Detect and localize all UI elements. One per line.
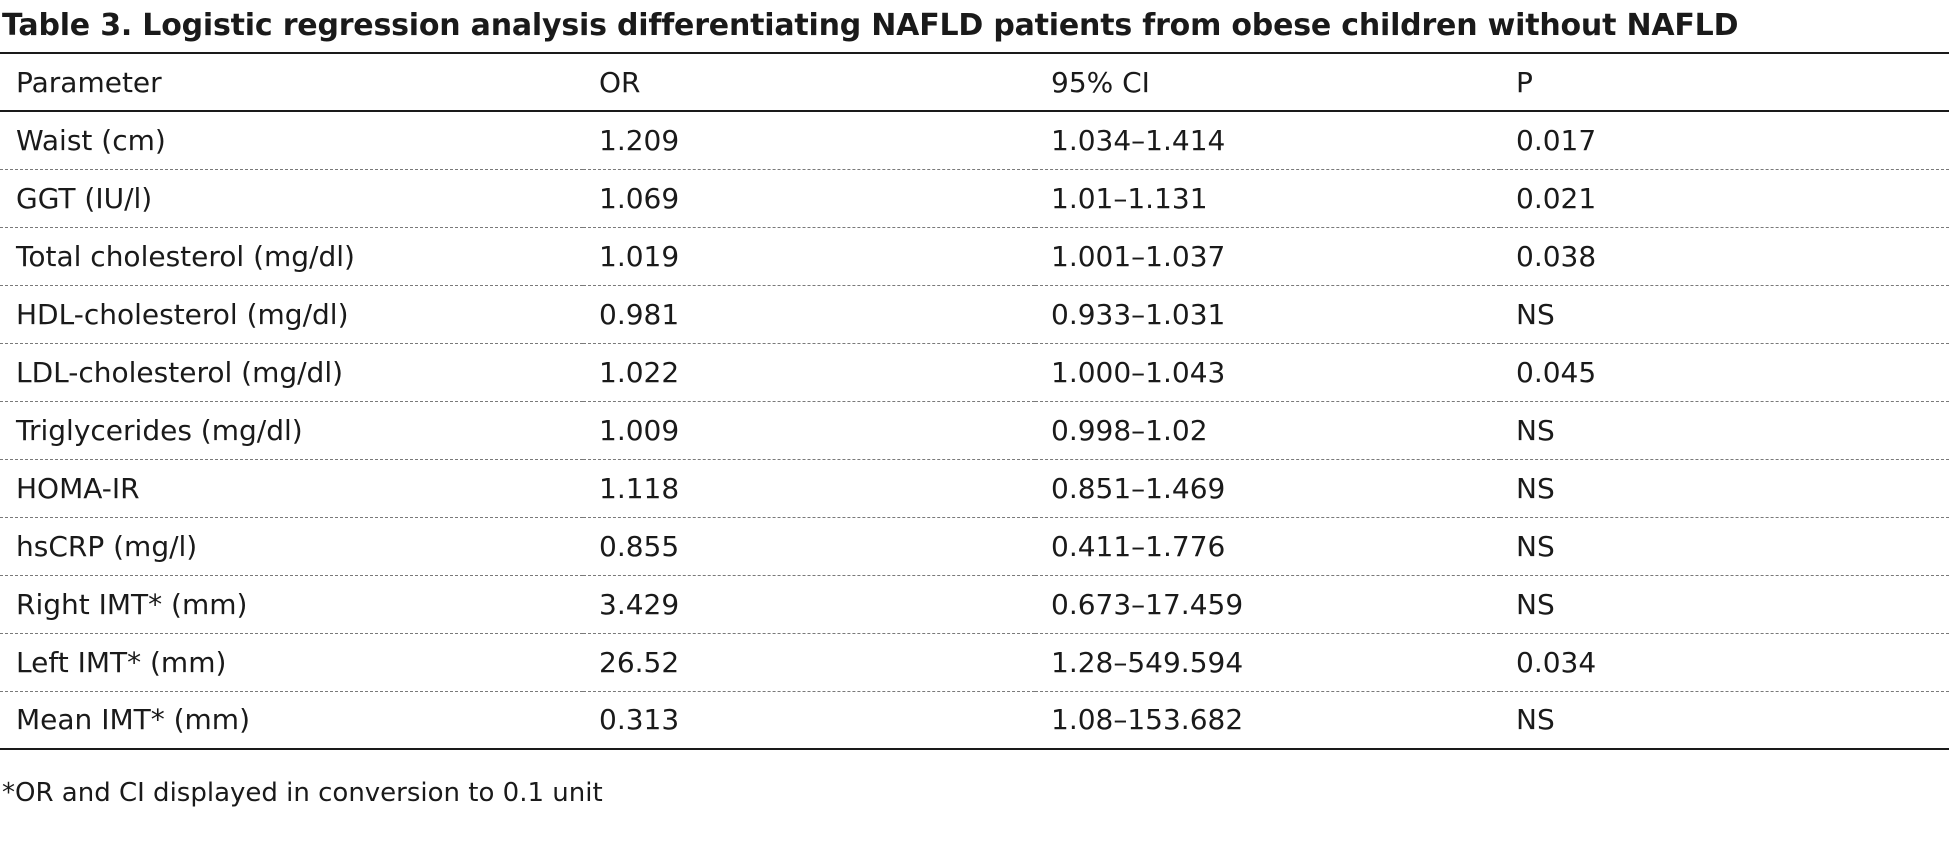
cell-or: 0.981: [599, 297, 680, 331]
cell-or: 0.855: [599, 529, 680, 563]
cell-p: 0.017: [1516, 123, 1597, 157]
cell-or: 1.019: [599, 239, 680, 273]
cell-or: 1.069: [599, 181, 680, 215]
cell-ci: 0.998–1.02: [1051, 413, 1208, 447]
regression-table: Parameter OR 95% CI P Waist (cm) 1.209 1…: [0, 52, 1949, 750]
cell-ci: 1.034–1.414: [1051, 123, 1226, 157]
cell-or: 0.313: [599, 703, 680, 737]
cell-p: 0.045: [1516, 355, 1597, 389]
table-footnote: *OR and CI displayed in conversion to 0.…: [2, 778, 603, 808]
header-ci: 95% CI: [1051, 65, 1150, 99]
cell-or: 1.009: [599, 413, 680, 447]
cell-p: NS: [1516, 703, 1555, 737]
table-row: Mean IMT* (mm) 0.313 1.08–153.682 NS: [0, 691, 1949, 749]
cell-p: 0.034: [1516, 645, 1597, 679]
header-row: Parameter OR 95% CI P: [0, 53, 1949, 111]
cell-parameter: GGT (IU/l): [16, 181, 153, 215]
table-row: Total cholesterol (mg/dl) 1.019 1.001–1.…: [0, 227, 1949, 285]
header-or: OR: [599, 65, 641, 99]
header-p: P: [1516, 65, 1533, 99]
table-row: Waist (cm) 1.209 1.034–1.414 0.017: [0, 111, 1949, 169]
cell-p: NS: [1516, 297, 1555, 331]
cell-p: NS: [1516, 529, 1555, 563]
cell-parameter: Total cholesterol (mg/dl): [16, 239, 355, 273]
cell-parameter: LDL-cholesterol (mg/dl): [16, 355, 344, 389]
cell-p: 0.038: [1516, 239, 1597, 273]
cell-parameter: Right IMT* (mm): [16, 587, 248, 621]
cell-parameter: HDL-cholesterol (mg/dl): [16, 297, 349, 331]
cell-p: NS: [1516, 413, 1555, 447]
table-row: HOMA-IR 1.118 0.851–1.469 NS: [0, 459, 1949, 517]
cell-ci: 1.28–549.594: [1051, 645, 1244, 679]
table-row: GGT (IU/l) 1.069 1.01–1.131 0.021: [0, 169, 1949, 227]
header-parameter: Parameter: [16, 65, 162, 99]
cell-parameter: HOMA-IR: [16, 471, 140, 505]
cell-ci: 1.000–1.043: [1051, 355, 1226, 389]
regression-table-figure: Table 3. Logistic regression analysis di…: [0, 8, 1949, 750]
cell-ci: 0.411–1.776: [1051, 529, 1226, 563]
table-row: hsCRP (mg/l) 0.855 0.411–1.776 NS: [0, 517, 1949, 575]
cell-ci: 0.933–1.031: [1051, 297, 1226, 331]
table-row: LDL-cholesterol (mg/dl) 1.022 1.000–1.04…: [0, 343, 1949, 401]
cell-parameter: Mean IMT* (mm): [16, 703, 251, 737]
cell-parameter: Left IMT* (mm): [16, 645, 227, 679]
cell-p: NS: [1516, 471, 1555, 505]
cell-parameter: Triglycerides (mg/dl): [16, 413, 303, 447]
cell-or: 26.52: [599, 645, 680, 679]
cell-ci: 1.01–1.131: [1051, 181, 1208, 215]
table-row: HDL-cholesterol (mg/dl) 0.981 0.933–1.03…: [0, 285, 1949, 343]
cell-ci: 0.673–17.459: [1051, 587, 1244, 621]
cell-or: 1.118: [599, 471, 680, 505]
cell-ci: 0.851–1.469: [1051, 471, 1226, 505]
cell-parameter: Waist (cm): [16, 123, 166, 157]
cell-p: NS: [1516, 587, 1555, 621]
table-row: Triglycerides (mg/dl) 1.009 0.998–1.02 N…: [0, 401, 1949, 459]
cell-or: 1.022: [599, 355, 680, 389]
cell-ci: 1.001–1.037: [1051, 239, 1226, 273]
table-row: Right IMT* (mm) 3.429 0.673–17.459 NS: [0, 575, 1949, 633]
cell-ci: 1.08–153.682: [1051, 703, 1244, 737]
cell-parameter: hsCRP (mg/l): [16, 529, 198, 563]
cell-or: 1.209: [599, 123, 680, 157]
table-row: Left IMT* (mm) 26.52 1.28–549.594 0.034: [0, 633, 1949, 691]
table-caption: Table 3. Logistic regression analysis di…: [2, 8, 1739, 43]
cell-p: 0.021: [1516, 181, 1597, 215]
cell-or: 3.429: [599, 587, 680, 621]
